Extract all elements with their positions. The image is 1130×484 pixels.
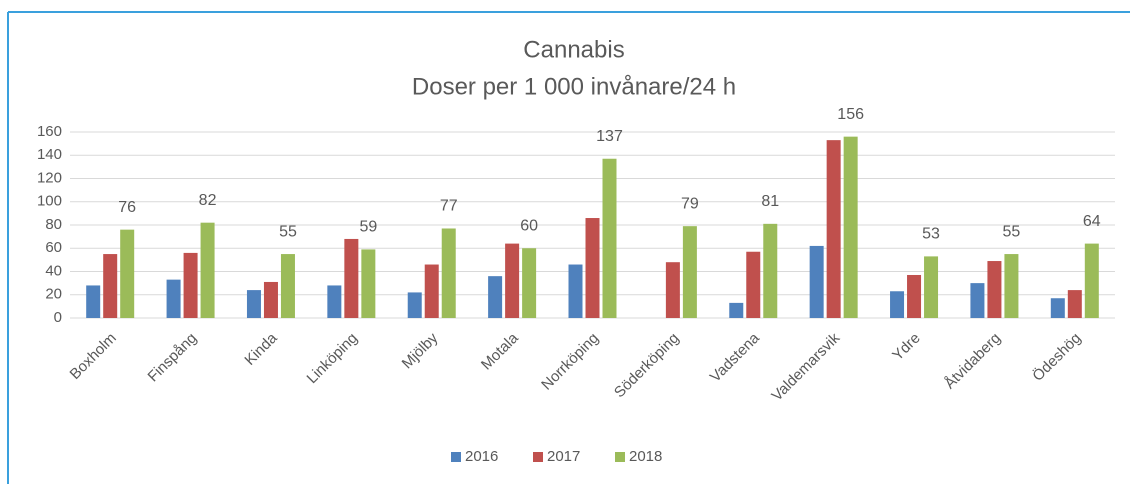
bar — [826, 140, 841, 318]
bar — [970, 283, 985, 318]
bar — [809, 245, 824, 318]
bar — [263, 281, 278, 318]
x-tick-label: Åtvidaberg — [941, 330, 1004, 393]
bar — [924, 256, 939, 318]
y-tick-label: 80 — [45, 216, 62, 233]
data-label: 79 — [681, 195, 699, 212]
bar — [361, 249, 376, 318]
bar — [843, 136, 858, 318]
chart-title: Cannabis — [523, 36, 624, 63]
bar — [522, 248, 537, 318]
bar — [246, 290, 261, 318]
y-tick-label: 60 — [45, 239, 62, 256]
bar — [200, 222, 215, 318]
bar — [763, 223, 778, 318]
y-tick-label: 120 — [37, 169, 62, 186]
bar — [665, 262, 680, 318]
y-tick-label: 20 — [45, 286, 62, 303]
data-label: 156 — [837, 106, 864, 123]
data-label: 77 — [440, 198, 458, 215]
data-label: 137 — [596, 128, 623, 145]
y-tick-label: 160 — [37, 123, 62, 140]
x-tick-label: Finspång — [145, 330, 201, 386]
bar — [585, 218, 600, 318]
bar — [1004, 254, 1019, 318]
x-tick-label: Mjölby — [399, 329, 442, 372]
bar — [344, 238, 359, 318]
legend-label: 2017 — [547, 448, 580, 465]
y-tick-label: 0 — [54, 309, 62, 326]
bar — [907, 274, 922, 318]
bar — [183, 252, 198, 318]
legend-swatch — [451, 452, 461, 462]
y-tick-label: 140 — [37, 146, 62, 163]
bar — [568, 264, 583, 318]
x-tick-label: Linköping — [304, 330, 361, 387]
bar — [505, 243, 520, 318]
data-label: 59 — [359, 219, 377, 236]
bar — [86, 285, 101, 318]
bar — [682, 226, 697, 318]
bar — [407, 292, 422, 318]
data-label: 64 — [1083, 213, 1101, 230]
data-label: 76 — [118, 199, 136, 216]
legend-swatch — [615, 452, 625, 462]
bar — [746, 251, 761, 318]
bar — [120, 229, 135, 318]
chart-subtitle: Doser per 1 000 invånare/24 h — [412, 73, 736, 100]
bar — [890, 291, 905, 318]
x-tick-label: Boxholm — [67, 330, 120, 383]
x-tick-label: Ödeshög — [1029, 329, 1085, 385]
y-tick-label: 100 — [37, 193, 62, 210]
bar — [1050, 298, 1065, 318]
x-tick-label: Norrköping — [538, 330, 602, 394]
bar — [327, 285, 342, 318]
data-label: 55 — [279, 223, 297, 240]
bar — [729, 302, 744, 318]
y-tick-label: 40 — [45, 262, 62, 279]
x-tick-label: Motala — [478, 329, 522, 373]
data-label: 55 — [1003, 223, 1021, 240]
data-label: 53 — [922, 226, 940, 243]
legend-label: 2018 — [629, 448, 662, 465]
data-label: 81 — [761, 193, 779, 210]
bar — [424, 264, 439, 318]
data-label: 82 — [199, 192, 217, 209]
legend-swatch — [533, 452, 543, 462]
bar — [987, 261, 1002, 318]
bar — [441, 228, 456, 318]
bar — [602, 158, 617, 318]
bar — [280, 254, 295, 318]
x-tick-label: Vadstena — [707, 329, 764, 386]
bar — [1084, 243, 1099, 318]
x-tick-label: Ydre — [889, 330, 923, 364]
legend-label: 2016 — [465, 448, 498, 465]
data-label: 60 — [520, 217, 538, 234]
x-tick-label: Söderköping — [611, 330, 683, 402]
bar — [1067, 290, 1082, 318]
x-tick-label: Valdemarsvik — [768, 329, 843, 404]
bar — [488, 276, 503, 318]
bar — [166, 279, 181, 318]
bar — [103, 254, 118, 318]
x-tick-label: Kinda — [241, 329, 281, 369]
